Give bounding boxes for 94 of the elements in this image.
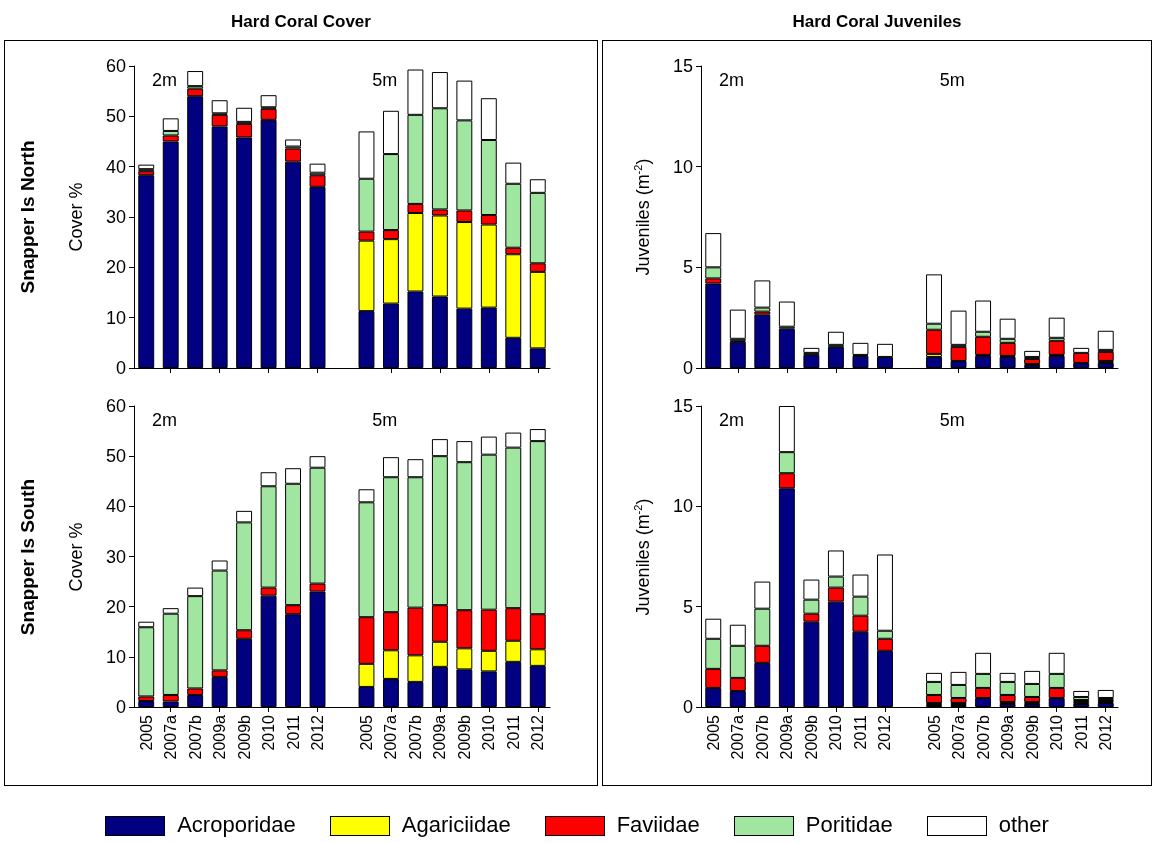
y-tick-label: 20 [105, 596, 126, 617]
bar [187, 71, 204, 87]
y-tick-label: 0 [682, 697, 693, 717]
y-tick-label: 0 [682, 358, 693, 378]
x-tick-label: 2007b [186, 714, 204, 760]
bar [285, 139, 302, 147]
y-axis-title: Cover % [65, 521, 87, 592]
x-tick-label: 2007a [162, 714, 180, 760]
annotation: 5m [939, 410, 965, 430]
y-tick-label: 10 [672, 496, 693, 517]
bar [803, 347, 820, 353]
y-tick-label: 30 [105, 546, 126, 567]
x-tick-label: 2012 [529, 714, 547, 751]
x-tick-label: 2007b [406, 714, 424, 760]
bar [729, 309, 746, 339]
chart-title: Hard Coral Juveniles [792, 12, 962, 32]
annotation: 5m [372, 70, 398, 90]
legend-label: Faviidae [616, 812, 700, 837]
x-tick-label: 2009b [1023, 714, 1041, 760]
x-tick-label: 2010 [480, 714, 498, 751]
x-tick-label: 2009a [778, 714, 796, 760]
y-tick-label: 60 [105, 396, 126, 416]
y-tick-label: 50 [105, 446, 126, 467]
x-tick-label: 2009b [235, 714, 253, 760]
bar [778, 301, 795, 327]
bar [1097, 689, 1114, 698]
bar [1097, 351, 1114, 361]
x-tick-label: 2007a [729, 714, 747, 760]
y-tick-label: 0 [115, 697, 126, 717]
chart-title: Hard Coral Cover [231, 12, 371, 32]
bar [260, 95, 277, 108]
bar [309, 163, 326, 173]
x-tick-label: 2009b [802, 714, 820, 760]
y-tick-label: 15 [672, 56, 693, 76]
x-tick-label: 2009b [455, 714, 473, 760]
y-tick-label: 5 [682, 257, 693, 278]
y-tick-label: 40 [105, 496, 126, 517]
x-tick-label: 2005 [137, 714, 155, 751]
x-tick-label: 2005 [704, 714, 722, 751]
x-tick-label: 2011 [851, 714, 869, 750]
annotation: 2m [719, 70, 745, 90]
x-tick-label: 2011 [1072, 714, 1090, 750]
text: Snapper Is North [17, 140, 39, 294]
legend-label: other [998, 812, 1049, 837]
bar [1073, 690, 1090, 697]
x-tick-label: 2012 [309, 714, 327, 751]
y-axis-title: Cover % [65, 182, 87, 252]
bar [1024, 350, 1041, 357]
x-tick-label: 2009a [211, 714, 229, 760]
x-tick-label: 2007a [382, 714, 400, 760]
bar [236, 107, 253, 122]
x-tick-label: 2005 [925, 714, 943, 751]
legend-label: Poritidae [805, 812, 893, 837]
bar [950, 310, 967, 345]
x-tick-label: 2010 [827, 714, 845, 751]
y-tick-label: 60 [105, 56, 126, 76]
annotation: 2m [152, 410, 178, 430]
annotation: 5m [372, 410, 398, 430]
bar [1048, 317, 1065, 338]
legend-label: Agariciidae [401, 812, 511, 837]
x-tick-label: 2012 [1097, 714, 1115, 751]
bar [138, 164, 155, 170]
y-tick-label: 30 [105, 207, 126, 227]
x-tick-label: 2007a [950, 714, 968, 760]
bar [1097, 330, 1114, 350]
y-tick-label: 40 [105, 156, 126, 177]
y-tick-label: 15 [672, 396, 693, 416]
x-tick-label: 2005 [357, 714, 375, 751]
x-tick-label: 2010 [260, 714, 278, 751]
bar [999, 318, 1016, 339]
x-tick-label: 2012 [876, 714, 894, 751]
annotation: 2m [152, 70, 178, 90]
annotation: 2m [719, 410, 745, 430]
y-tick-label: 10 [672, 156, 693, 177]
x-tick-label: 2009a [999, 714, 1017, 760]
x-tick-label: 2011 [504, 714, 522, 750]
y-tick-label: 20 [105, 257, 126, 278]
x-tick-label: 2010 [1048, 714, 1066, 751]
y-tick-label: 0 [115, 358, 126, 378]
x-tick-label: 2007b [753, 714, 771, 760]
bar [211, 100, 228, 114]
legend-label: Acroporidae [177, 812, 296, 837]
annotation: 5m [939, 70, 965, 90]
text: Snapper Is South [17, 478, 39, 635]
x-tick-label: 2009a [431, 714, 449, 760]
bar [1024, 358, 1041, 364]
y-tick-label: 50 [105, 106, 126, 127]
bar [754, 280, 771, 308]
x-tick-label: 2007b [974, 714, 992, 760]
y-tick-label: 5 [682, 596, 693, 617]
y-tick-label: 10 [105, 307, 126, 328]
bar [827, 331, 844, 345]
x-tick-label: 2011 [284, 714, 302, 750]
y-tick-label: 10 [105, 646, 126, 667]
